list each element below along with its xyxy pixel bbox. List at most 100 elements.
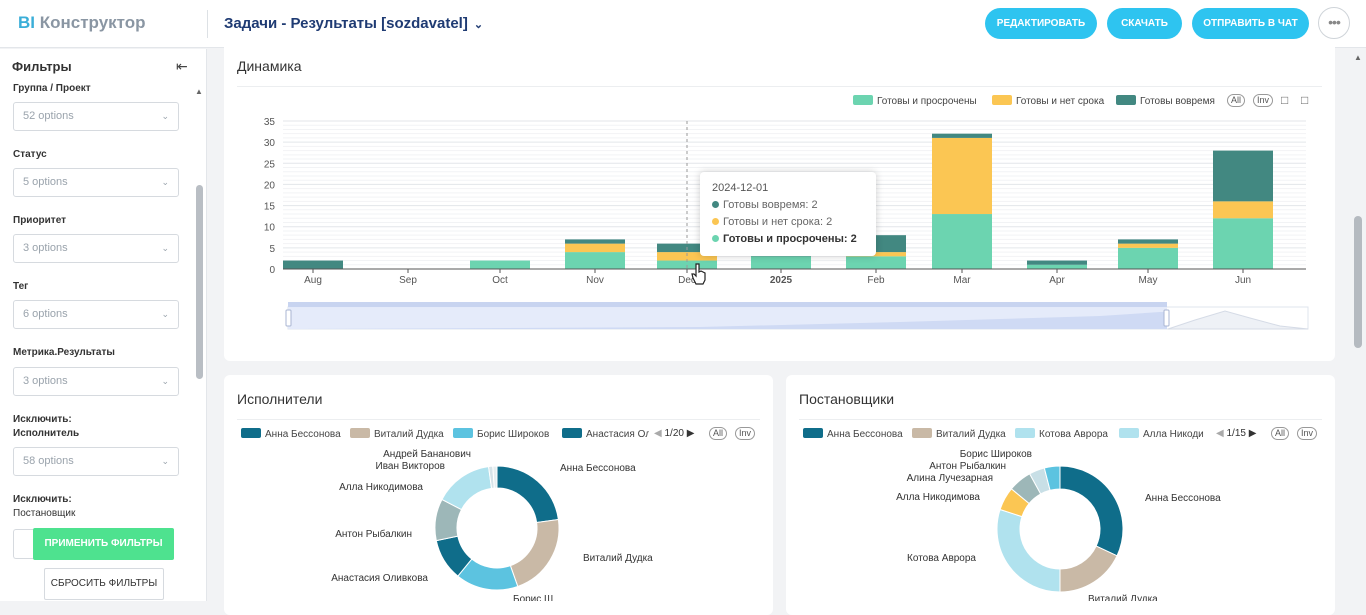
legend-swatch [992,95,1012,105]
top-bar: BI Конструктор Задачи - Результаты [sozd… [0,0,1366,48]
label-line: Исключить: [13,414,72,425]
legend-label: Анастасия Ол [586,429,649,440]
card-divider [237,86,1322,87]
creators-card: Постановщики Анна Бессонова Виталий Дудк… [786,375,1335,615]
tooltip-date: 2024-12-01 [712,182,769,194]
legend-label: Котова Аврора [1039,429,1108,440]
pager-text: 1/20 [664,428,684,439]
filter-label-metric: Метрика.Результаты [13,347,115,358]
filter-label-exclude-creator: Исключить: Постановщик [13,493,75,521]
filter-select-exclude-executor[interactable]: 58 options ⌄ [13,447,179,476]
legend-swatch [803,428,823,438]
label-line: Исполнитель [13,428,80,439]
page-title[interactable]: Задачи - Результаты [sozdavatel] ⌄ [224,15,483,32]
send-to-chat-button[interactable]: ОТПРАВИТЬ В ЧАТ [1192,8,1309,39]
chevron-down-icon: ⌄ [161,177,169,187]
chevron-down-icon[interactable]: ⌄ [473,19,484,31]
legend-item[interactable]: Алла Никоди [1119,428,1211,440]
filter-select-group[interactable]: 52 options ⌄ [13,102,179,131]
filters-sidebar: Фильтры ⇤ Группа / Проект 52 options ⌄ Ст… [0,49,207,601]
pager-text: 1/15 [1226,428,1246,439]
legend-item[interactable]: Виталий Дудка [912,428,1006,440]
legend-item[interactable]: Анастасия Ол [562,428,649,440]
apply-filters-button[interactable]: ПРИМЕНИТЬ ФИЛЬТРЫ [33,528,174,560]
edit-button[interactable]: РЕДАКТИРОВАТЬ [985,8,1097,39]
legend-all-toggle[interactable]: All [709,427,728,440]
dynamics-title: Динамика [237,58,302,74]
card-divider [799,419,1322,420]
legend-inv-toggle[interactable]: Inv [1297,427,1318,440]
legend-label: Анна Бессонова [827,429,903,440]
filter-label-tag: Тег [13,281,29,292]
header-divider [207,10,208,38]
tooltip-text: Готовы вовремя: 2 [723,199,818,211]
logo-text: Конструктор [39,13,146,32]
legend-swatch [1015,428,1035,438]
hand-cursor-icon [691,263,706,285]
legend-swatch [912,428,932,438]
filter-select-value: 6 options [23,308,68,320]
zoom-icon[interactable]: □ [1281,93,1289,107]
tooltip-text: Готовы и нет срока: 2 [723,216,833,228]
tooltip-row: Готовы и просрочены: 2 [712,231,864,248]
collapse-sidebar-icon[interactable]: ⇤ [176,58,188,74]
chevron-down-icon: ⌄ [161,243,169,253]
legend-item[interactable]: Готовы вовремя [1116,95,1215,107]
legend-item[interactable]: Борис Широков [453,428,549,440]
card-divider [237,419,760,420]
reset-filters-button[interactable]: СБРОСИТЬ ФИЛЬТРЫ [44,568,164,600]
legend-item[interactable]: Котова Аврора [1015,428,1108,440]
download-button[interactable]: СКАЧАТЬ [1107,8,1182,39]
legend-label: Готовы и нет срока [1016,96,1105,107]
main-scrollbar[interactable] [1354,216,1362,348]
legend-item[interactable]: Анна Бессонова [241,428,341,440]
legend-all-toggle[interactable]: All [1227,94,1246,107]
legend-inv-toggle[interactable]: Inv [1253,94,1274,107]
pager-prev-icon[interactable]: ◀ [1216,428,1224,439]
chevron-down-icon: ⌄ [161,456,169,466]
filters-title: Фильтры [12,59,72,74]
tooltip-row: Готовы и нет срока: 2 [712,214,864,231]
pager-next-icon[interactable]: ▶ [686,428,695,439]
scroll-up-arrow-icon[interactable]: ▲ [1354,53,1362,62]
legend-label: Борис Широков [477,429,550,440]
legend-item[interactable]: Готовы и просрочены [853,95,977,107]
legend-swatch [562,428,582,438]
creators-title: Постановщики [799,391,895,407]
legend-pager[interactable]: ◀ 1/15 ▶ [1216,428,1256,439]
legend-inv-toggle[interactable]: Inv [735,427,756,440]
sidebar-scrollbar[interactable] [196,185,203,379]
chart-tooltip: 2024-12-01 Готовы вовремя: 2 Готовы и не… [700,172,876,256]
legend-item[interactable]: Виталий Дудка [350,428,444,440]
scroll-up-arrow-icon[interactable]: ▲ [195,87,203,96]
legend-label: Готовы вовремя [1140,96,1215,107]
app-logo[interactable]: BI Конструктор [18,13,146,33]
filter-select-priority[interactable]: 3 options ⌄ [13,234,179,263]
filter-select-value: 5 options [23,176,68,188]
label-line: Постановщик [13,508,76,519]
pager-next-icon[interactable]: ▶ [1248,428,1257,439]
legend-label: Алла Никоди [1143,429,1204,440]
executors-title: Исполнители [237,391,323,407]
filter-select-status[interactable]: 5 options ⌄ [13,168,179,197]
legend-pager[interactable]: ◀ 1/20 ▶ [654,428,694,439]
page-title-text: Задачи - Результаты [sozdavatel] [224,15,468,32]
restore-icon[interactable]: □ [1301,93,1309,107]
legend-item[interactable]: Готовы и нет срока [992,95,1104,107]
legend-swatch [853,95,873,105]
legend-all-toggle[interactable]: All [1271,427,1290,440]
filter-select-exclude-creator[interactable] [13,529,33,559]
executors-card: Исполнители Анна Бессонова Виталий Дудка… [224,375,773,615]
pager-prev-icon[interactable]: ◀ [654,428,662,439]
legend-item[interactable]: Анна Бессонова [803,428,903,440]
tooltip-dot [712,218,719,225]
tooltip-dot [712,201,719,208]
filter-select-tag[interactable]: 6 options ⌄ [13,300,179,329]
filter-select-value: 3 options [23,375,68,387]
filter-select-metric[interactable]: 3 options ⌄ [13,367,179,396]
filter-select-value: 3 options [23,242,68,254]
tooltip-text: Готовы и просрочены: 2 [723,233,857,245]
legend-label: Анна Бессонова [265,429,341,440]
chevron-down-icon: ⌄ [161,111,169,121]
more-options-button[interactable]: ••• [1318,7,1350,39]
